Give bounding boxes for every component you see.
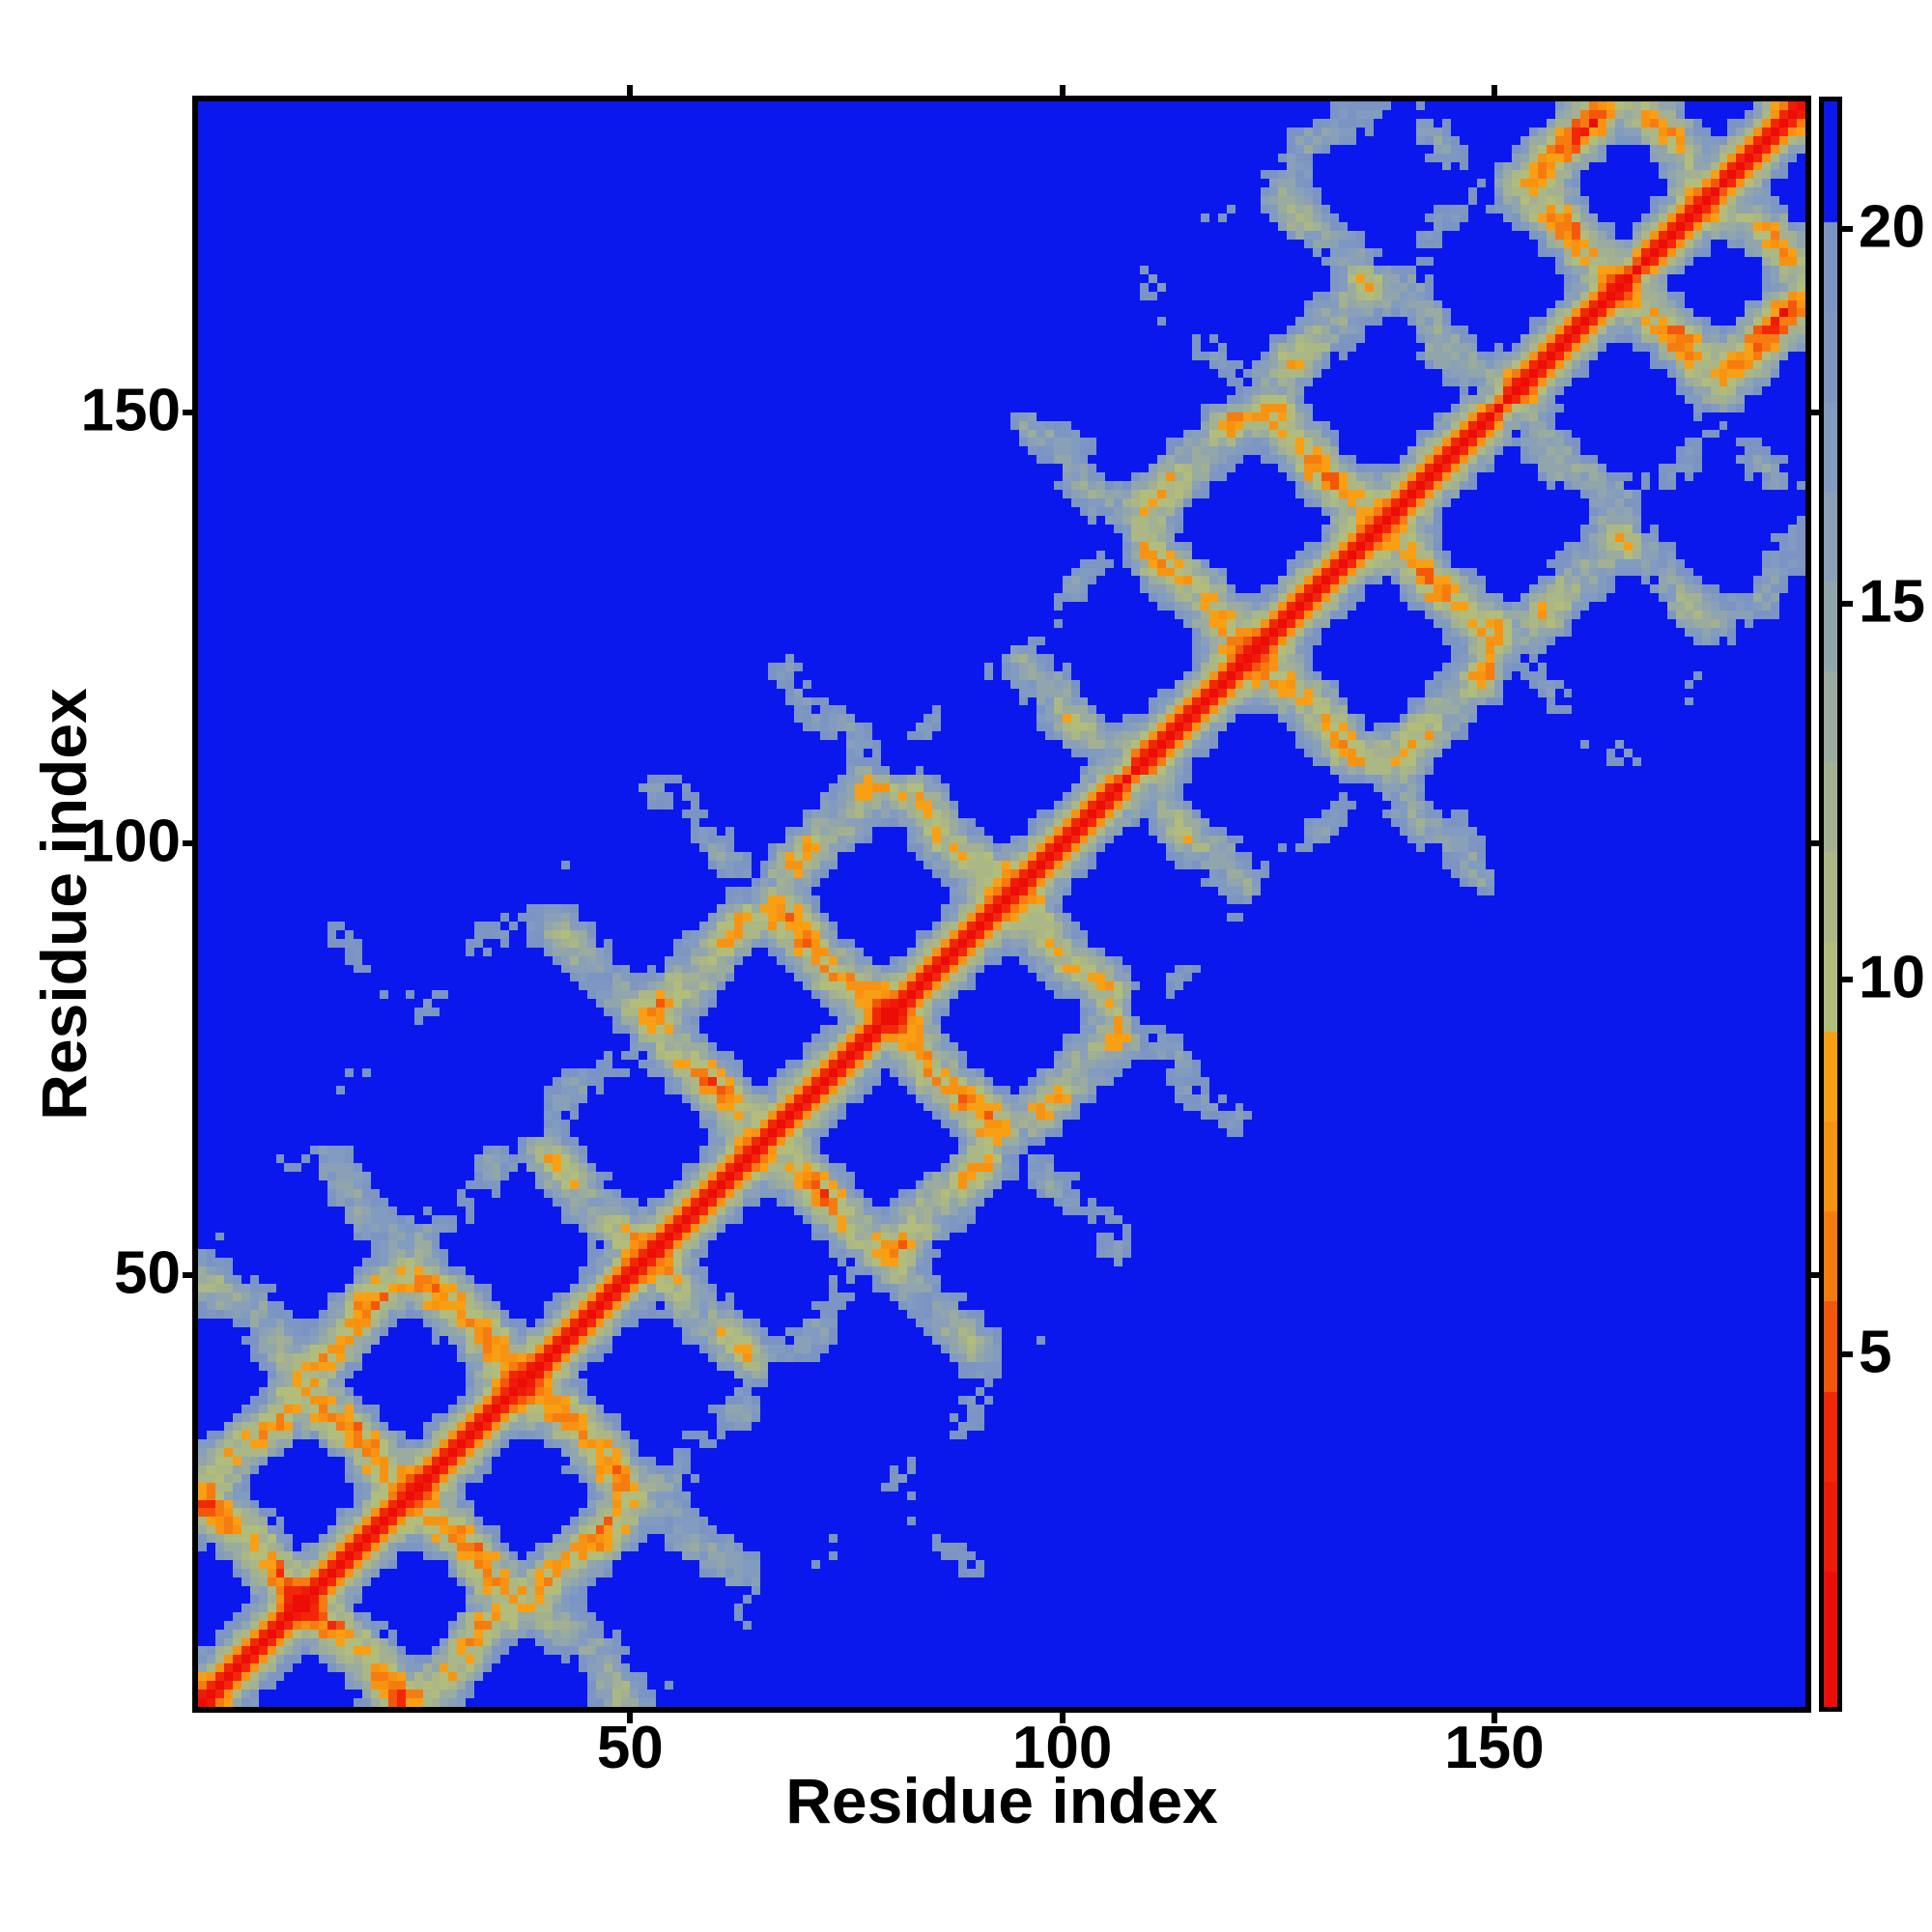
colorbar-tick-label: 5 [1859,1319,1892,1386]
residue-distance-heatmap [198,101,1805,1707]
colorbar-frame [1819,97,1842,1712]
x-tick-bottom [1059,1713,1065,1723]
y-tick-left [183,409,192,415]
y-axis-title: Residue index [28,688,99,1121]
x-tick-top [1491,85,1497,96]
x-tick-bottom [1491,1713,1497,1723]
colorbar-tick-label: 15 [1859,568,1925,636]
heatmap-frame [192,96,1811,1713]
colorbar-tick [1842,1350,1853,1357]
x-tick-top [1059,85,1065,96]
y-tick-left [183,1272,192,1279]
colorbar-tick-label: 20 [1859,193,1925,261]
y-tick-label: 50 [114,1239,181,1307]
y-tick-right [1811,840,1821,847]
y-tick-label: 150 [80,377,181,444]
x-tick-top [627,85,634,96]
y-tick-label: 100 [80,808,181,875]
colorbar-tick-label: 10 [1859,944,1925,1011]
colorbar-tick [1842,976,1853,982]
y-tick-right [1811,409,1821,415]
x-tick-bottom [627,1713,634,1723]
colorbar-tick [1842,601,1853,608]
x-tick-label: 150 [1444,1715,1545,1781]
y-tick-right [1811,1272,1821,1279]
y-tick-left [183,840,192,847]
x-axis-title: Residue index [785,1765,1218,1836]
colorbar-tick [1842,226,1853,233]
colorbar-gradient [1824,101,1837,1707]
x-tick-label: 100 [1011,1715,1113,1781]
x-tick-label: 50 [596,1715,664,1781]
